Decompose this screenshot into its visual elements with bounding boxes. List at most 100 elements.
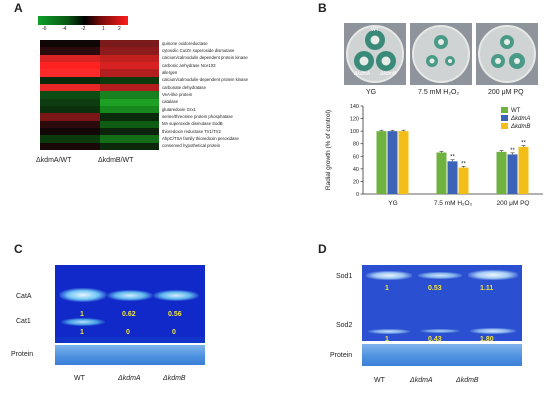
plate-label-kdmA: ΔkdmA <box>354 71 371 77</box>
x-category-label: 200 μM PQ <box>496 200 529 206</box>
plate-pq-drawing <box>478 25 536 83</box>
y-tick-label: 40 <box>353 167 359 173</box>
heatmap-cell <box>40 47 100 55</box>
significance-mark: ** <box>521 141 526 147</box>
heatmap-cell <box>40 91 100 99</box>
sod1-band-wt <box>366 271 412 280</box>
bar-2-1 <box>507 154 518 194</box>
legend-label-1: ΔkdmA <box>510 116 530 122</box>
heatmap-cell <box>40 142 100 151</box>
y-tick-label: 20 <box>353 179 359 185</box>
heatmap-cell <box>40 40 100 48</box>
cat1-value-kdmA: 0 <box>126 329 130 336</box>
sod1-band-kdmB <box>468 270 518 280</box>
catalase-protein-label: Protein <box>11 351 34 358</box>
catA-band-wt <box>59 288 107 302</box>
heatmap-cell <box>40 120 100 129</box>
sod1-value-kdmA: 0.53 <box>428 285 442 292</box>
heatmap-cell <box>40 69 100 77</box>
catA-value-kdmA: 0.62 <box>122 311 136 318</box>
heatmap-row-label: cytosolic Cu/Zn superoxide dismutase <box>162 47 235 53</box>
heatmap-column-label-kdmB: ΔkdmB/WT <box>98 157 134 164</box>
heatmap-row-label: Mn superoxide dismutase SodB <box>162 121 223 127</box>
heatmap-row-label: conserved hypothetical protein <box>162 143 221 149</box>
catalase-gel-lower <box>55 337 205 343</box>
heatmap-row-label: thioredoxin reductase Trr1/Trr2 <box>162 128 221 134</box>
heatmap-column-label-kdmA: ΔkdmA/WT <box>36 157 72 164</box>
cat1-value-wt: 1 <box>80 329 84 336</box>
heatmap-cell <box>40 98 100 107</box>
y-tick-label: 100 <box>350 129 359 135</box>
heatmap-grid <box>40 40 160 151</box>
heatmap-row-label: calcium/calmodulin dependent protein kin… <box>162 55 248 61</box>
heatmap-cell <box>40 62 100 70</box>
y-tick-label: 0 <box>356 192 359 198</box>
y-tick-label: 60 <box>353 154 359 160</box>
sod-protein-label: Protein <box>330 352 353 359</box>
sod2-band-kdmB <box>470 328 516 334</box>
catalase-protein-strip <box>55 345 205 365</box>
sod1-value-wt: 1 <box>385 285 389 292</box>
bar-1-2 <box>458 167 469 194</box>
x-category-label: YG <box>388 200 397 206</box>
heatmap-cell <box>99 62 160 70</box>
plate-h2o2-drawing <box>412 25 470 83</box>
catalase-gel: 1 0.62 0.56 1 0 0 <box>55 265 205 337</box>
legend-swatch-1 <box>501 115 508 121</box>
heatmap-cell <box>99 40 160 48</box>
photo-caption-pq: 200 μM PQ <box>488 89 524 96</box>
sod1-band-label: Sod1 <box>336 273 353 280</box>
heatmap-cell <box>99 106 160 114</box>
heatmap-cell <box>99 47 160 55</box>
panel-d-letter: D <box>318 242 327 256</box>
cat1-band-wt <box>61 318 105 326</box>
catalase-lane-kdmB: ΔkdmB <box>163 375 186 382</box>
heatmap-cell <box>99 128 160 136</box>
heatmap-row-label: allergen <box>162 69 178 75</box>
legend-label-0: WT <box>511 108 521 114</box>
heatmap-cell <box>99 120 160 129</box>
cat1-band-label: Cat1 <box>16 318 31 325</box>
plate-label-kdmB: ΔkdmB <box>380 71 397 77</box>
bar-1-0 <box>436 152 447 194</box>
heatmap-cell <box>40 54 100 63</box>
catA-value-wt: 1 <box>80 311 84 318</box>
sod1-band-kdmA <box>418 272 462 279</box>
heatmap-cell <box>40 128 100 136</box>
scale-tick: 1 <box>102 26 105 32</box>
scale-tick: -6 <box>42 26 47 32</box>
panel-b-letter: B <box>318 1 327 15</box>
heatmap-row-label: carbonate dehydratase <box>162 84 206 90</box>
heatmap-cell <box>99 135 160 143</box>
y-tick-label: 80 <box>353 142 359 148</box>
heatmap-row-label: serine/threonine protein phosphatase <box>162 113 233 119</box>
bar-0-2 <box>398 131 409 194</box>
catA-value-kdmB: 0.56 <box>168 311 182 318</box>
heatmap-cell <box>40 84 100 92</box>
cat1-value-kdmB: 0 <box>172 329 176 336</box>
heatmap-row-label: AhpC/TSA family thioredoxin peroxidase <box>162 135 239 141</box>
heatmap-cell <box>40 135 100 143</box>
heatmap-scale-ticks: -6 -4 -2 1 2 <box>38 26 128 34</box>
scale-tick: -4 <box>62 26 67 32</box>
plate-label-wt: WT <box>371 27 379 33</box>
significance-mark: ** <box>510 148 515 154</box>
bar-2-0 <box>496 151 507 194</box>
legend-swatch-0 <box>501 107 508 113</box>
bar-1-1 <box>447 161 458 194</box>
plate-yg-drawing <box>346 25 404 83</box>
heatmap-row-label: carbonic anhydrase Nce103 <box>162 62 216 68</box>
y-axis-title: Radial growth (% of control) <box>325 110 332 190</box>
sod1-value-kdmB: 1.11 <box>480 285 494 292</box>
sod-lane-kdmB: ΔkdmB <box>456 377 479 384</box>
plate-photo-h2o2 <box>410 23 472 85</box>
heatmap-cell <box>99 76 160 85</box>
sod2-value-kdmB: 1.80 <box>480 336 494 343</box>
legend-label-2: ΔkdmB <box>510 124 530 130</box>
photo-caption-yg: YG <box>366 89 377 96</box>
y-tick-label: 140 <box>350 104 359 110</box>
sod-protein-strip <box>362 344 522 366</box>
heatmap-cell <box>99 91 160 99</box>
y-tick-label: 120 <box>350 117 359 123</box>
heatmap-cell <box>99 54 160 63</box>
